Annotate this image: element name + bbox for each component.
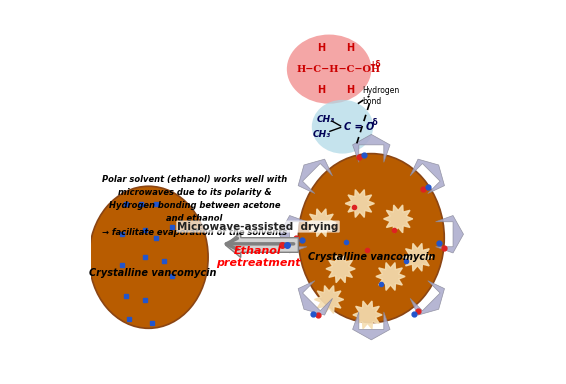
Polygon shape — [315, 286, 344, 313]
Text: CH₃: CH₃ — [316, 114, 335, 124]
Text: H: H — [318, 43, 325, 53]
Polygon shape — [345, 190, 374, 217]
Polygon shape — [326, 255, 355, 283]
Ellipse shape — [298, 154, 444, 323]
Polygon shape — [353, 312, 390, 340]
Text: H: H — [318, 85, 325, 95]
Text: Crystalline vancomycin: Crystalline vancomycin — [89, 268, 216, 278]
Text: Ethanol
pretreatment: Ethanol pretreatment — [216, 247, 301, 268]
Polygon shape — [307, 209, 336, 237]
Text: H: H — [346, 85, 354, 95]
Ellipse shape — [312, 100, 373, 154]
Text: H: H — [346, 43, 354, 53]
Polygon shape — [410, 159, 444, 194]
Polygon shape — [410, 281, 444, 315]
Text: Polar solvent (ethanol) works well with
microwaves due to its polarity &
Hydroge: Polar solvent (ethanol) works well with … — [102, 175, 288, 237]
Polygon shape — [298, 281, 333, 315]
Polygon shape — [403, 243, 432, 271]
Ellipse shape — [89, 186, 208, 328]
Text: Hydrogen
bond: Hydrogen bond — [362, 86, 400, 106]
FancyArrow shape — [225, 233, 298, 257]
Polygon shape — [436, 215, 464, 253]
Text: +δ: +δ — [370, 60, 381, 69]
Polygon shape — [353, 301, 382, 329]
Text: Microwave-assisted  drying: Microwave-assisted drying — [177, 222, 338, 232]
Text: −δ: −δ — [366, 118, 378, 127]
Polygon shape — [298, 159, 333, 194]
Ellipse shape — [287, 35, 371, 104]
Text: H−C−H−C−OH: H−C−H−C−OH — [297, 65, 380, 74]
Text: CH₃: CH₃ — [312, 130, 331, 139]
Text: Crystalline vancomycin: Crystalline vancomycin — [307, 252, 435, 262]
Polygon shape — [376, 263, 405, 290]
Polygon shape — [384, 205, 413, 233]
Polygon shape — [279, 215, 307, 253]
Text: C = O: C = O — [345, 122, 375, 132]
Polygon shape — [353, 134, 390, 162]
